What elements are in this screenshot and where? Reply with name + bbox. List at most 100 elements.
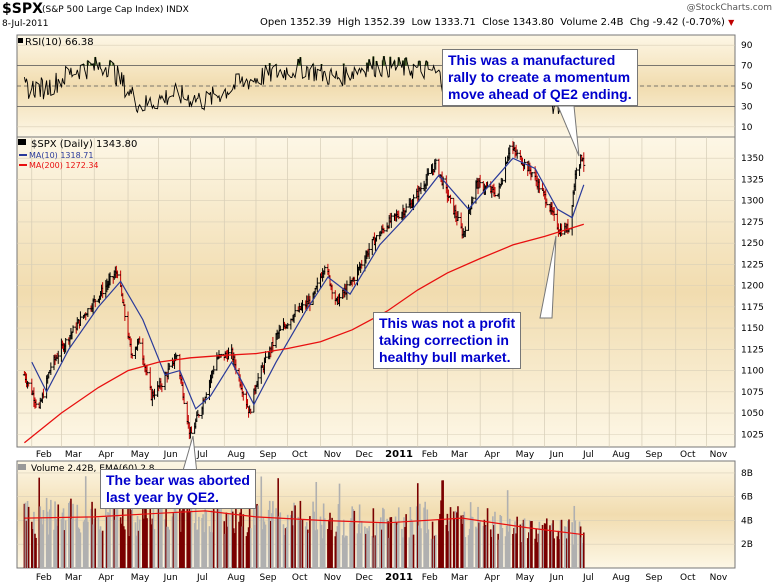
volume-bar — [356, 533, 359, 568]
price-y-tick-label: 1150 — [741, 324, 764, 334]
price-x-tick-label: Aug — [612, 450, 630, 460]
volume-bar — [299, 500, 302, 568]
volume-x-tick-label: Jul — [196, 573, 208, 583]
volume-bar — [497, 533, 499, 568]
volume-bar — [433, 535, 436, 568]
volume-bar — [202, 514, 204, 568]
price-y-tick-label: 1125 — [741, 345, 764, 355]
price-x-tick-label: Aug — [227, 450, 245, 460]
volume-bar — [425, 533, 428, 568]
volume-bar — [231, 511, 234, 568]
volume-bar — [493, 525, 495, 568]
volume-bar — [469, 502, 472, 568]
volume-bar — [114, 519, 117, 568]
price-x-tick-label: Jul — [582, 450, 594, 460]
price-y-tick-label: 1100 — [741, 367, 764, 377]
volume-bar — [290, 515, 292, 568]
volume-bar — [63, 530, 66, 568]
volume-bar — [93, 518, 95, 568]
volume-bar — [430, 538, 433, 568]
volume-bar — [476, 528, 478, 568]
callout-correction: This was not a profit taking correction … — [373, 312, 522, 369]
volume-bar — [61, 512, 64, 568]
rsi-y-tick-label: 10 — [741, 123, 753, 133]
volume-bar — [462, 514, 465, 568]
volume-bar — [232, 528, 235, 568]
rsi-legend-title: RSI(10) 66.38 — [25, 37, 94, 48]
price-x-tick-label: Nov — [324, 450, 342, 460]
volume-bar — [78, 528, 81, 568]
volume-bar — [31, 521, 33, 568]
volume-bar — [225, 512, 228, 568]
volume-bar — [39, 506, 42, 568]
volume-bar — [53, 529, 55, 568]
volume-bar — [262, 517, 265, 568]
price-x-tick-label: Jun — [549, 450, 564, 460]
volume-bar — [306, 529, 309, 568]
price-y-tick-label: 1025 — [741, 430, 764, 440]
volume-bar — [568, 519, 570, 568]
volume-bar — [261, 529, 264, 568]
volume-bar — [42, 509, 45, 568]
volume-bar — [456, 512, 458, 568]
volume-bar — [365, 533, 367, 568]
volume-bar — [69, 501, 71, 568]
volume-bar — [515, 533, 517, 568]
volume-bar — [70, 498, 72, 568]
legend-swatch-rsi — [18, 38, 23, 43]
volume-bar — [512, 533, 514, 568]
volume-y-tick-label: 6B — [741, 493, 753, 503]
price-y-tick-label: 1225 — [741, 260, 764, 270]
volume-bar — [152, 497, 155, 568]
volume-bar — [541, 524, 544, 568]
volume-bar — [190, 508, 193, 568]
volume-bar — [526, 538, 529, 568]
volume-bar — [560, 519, 563, 568]
volume-bar — [434, 534, 437, 568]
volume-bar — [97, 517, 100, 568]
volume-ema-line — [24, 510, 584, 536]
volume-bar — [447, 531, 450, 568]
volume-bar — [367, 530, 369, 568]
volume-x-tick-label: Mar — [65, 573, 82, 583]
volume-bar — [482, 525, 485, 568]
volume-bar — [475, 526, 477, 568]
low-value: 1333.71 — [434, 17, 476, 28]
volume-bar — [334, 536, 337, 568]
volume-bar — [153, 529, 156, 568]
volume-bar — [390, 517, 393, 568]
volume-bar — [195, 529, 198, 568]
volume-bar — [403, 517, 405, 568]
volume-bar — [359, 533, 362, 568]
volume-bar — [578, 521, 581, 568]
volume-bar — [25, 520, 28, 568]
volume-bar — [440, 500, 442, 568]
volume-bar — [581, 543, 584, 568]
callout-correction-arrow — [539, 235, 557, 319]
volume-x-tick-label: Feb — [422, 573, 438, 583]
volume-bar — [542, 529, 545, 568]
volume-bar — [388, 537, 391, 568]
volume-bar — [234, 533, 236, 568]
volume-bar — [167, 526, 170, 568]
volume-bar — [371, 535, 374, 568]
callout-bear-aborted: The bear was aborted last year by QE2. — [100, 469, 256, 509]
chart-date: 8-Jul-2011 — [2, 19, 49, 29]
volume-bar — [567, 521, 569, 568]
volume-bar — [501, 527, 504, 568]
volume-bar — [38, 477, 41, 568]
volume-bar — [520, 542, 523, 568]
volume-bar — [516, 516, 518, 568]
volume-bar — [175, 511, 178, 568]
volume-bar — [571, 522, 573, 568]
volume-bar — [245, 536, 248, 568]
volume-bar — [401, 528, 403, 568]
volume-bar — [27, 506, 30, 568]
volume-bar — [550, 530, 552, 568]
volume-bar — [282, 524, 285, 568]
volume-bar — [470, 516, 473, 568]
callout-qe2-rally: This was a manufactured rally to create … — [442, 49, 638, 106]
volume-bar — [193, 523, 196, 568]
volume-bar — [205, 511, 208, 568]
volume-bar — [247, 527, 250, 568]
